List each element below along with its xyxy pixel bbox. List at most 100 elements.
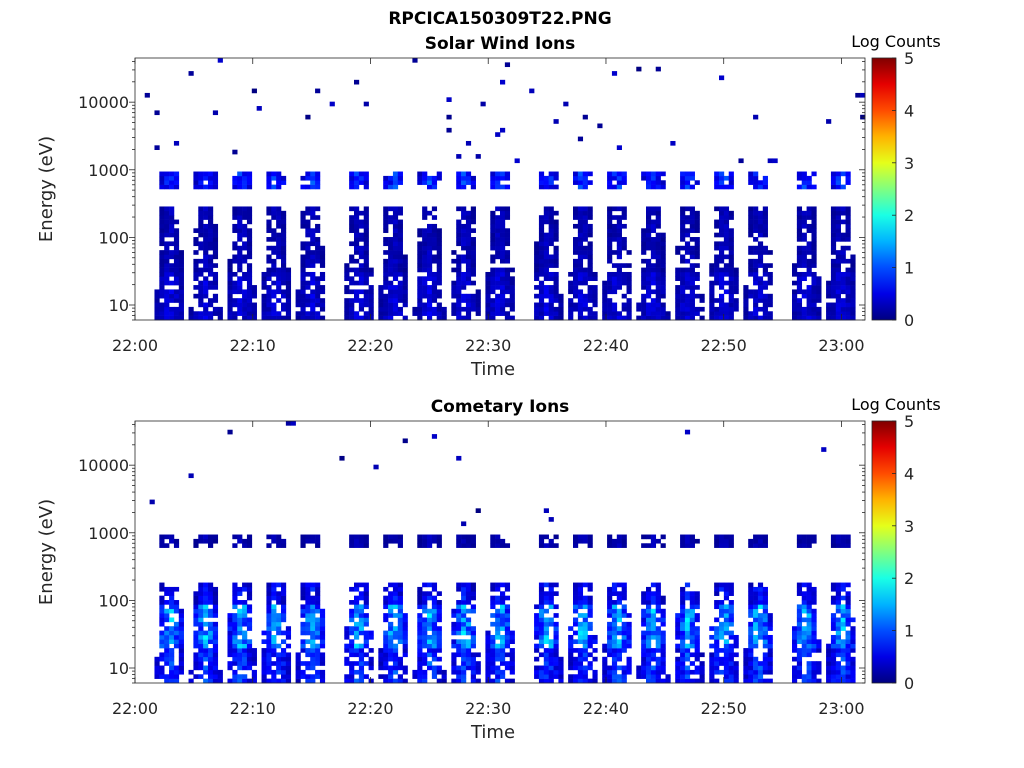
heatmap-cell [397, 285, 403, 290]
heatmap-cell [621, 608, 627, 614]
heatmap-cell [500, 184, 506, 190]
heatmap-cell [548, 604, 554, 610]
heatmap-cell [684, 665, 691, 671]
heatmap-cell [500, 538, 506, 544]
heatmap-cell [762, 543, 768, 548]
heatmap-cell [363, 630, 369, 636]
heatmap-cell [397, 630, 403, 636]
heatmap-cell [315, 643, 321, 649]
heatmap-cell [485, 276, 491, 281]
heatmap-cell [446, 114, 452, 120]
heatmap-cell [602, 665, 608, 671]
heatmap-cell [422, 608, 428, 614]
heatmap-cell [397, 626, 403, 631]
heatmap-cell [281, 586, 287, 592]
heatmap-cell [767, 158, 773, 164]
heatmap-cell [762, 219, 768, 225]
heatmap-cell [835, 634, 841, 640]
heatmap-cell [164, 293, 170, 299]
heatmap-cell [173, 241, 180, 247]
heatmap-cell [767, 271, 773, 277]
heatmap-cell [490, 311, 496, 316]
heatmap-cell [621, 591, 627, 596]
heatmap-cell [446, 97, 452, 102]
heatmap-cell [412, 674, 418, 679]
heatmap-cell [553, 271, 559, 277]
heatmap-cell [748, 674, 754, 679]
heatmap-cell [490, 661, 496, 666]
heatmap-cell [553, 175, 559, 181]
heatmap-cell [164, 608, 170, 614]
heatmap-cell [680, 219, 686, 225]
heatmap-cell [689, 289, 695, 295]
heatmap-cell [573, 258, 579, 264]
heatmap-cell [422, 285, 428, 290]
heatmap-cell [271, 258, 277, 264]
heatmap-cell [495, 534, 501, 540]
heatmap-cell [422, 582, 428, 588]
heatmap-cell [344, 271, 350, 277]
heatmap-cell [154, 656, 160, 662]
heatmap-cell [733, 271, 739, 277]
heatmap-cell [388, 258, 394, 264]
heatmap-cell [675, 267, 681, 273]
heatmap-cell [246, 302, 253, 308]
heatmap-cell [402, 302, 408, 308]
heatmap-cell [310, 215, 316, 220]
heatmap-cell [835, 210, 841, 216]
heatmap-cell [621, 263, 627, 268]
heatmap-cell [835, 652, 841, 658]
heatmap-cell [305, 223, 311, 229]
heatmap-cell [251, 315, 257, 321]
heatmap-cell [626, 306, 632, 312]
heatmap-cell [611, 250, 618, 255]
heatmap-cell [573, 608, 579, 614]
heatmap-cell [684, 267, 691, 273]
heatmap-cell [232, 245, 238, 251]
heatmap-cell [422, 543, 428, 548]
heatmap-cell [256, 106, 262, 111]
heatmap-cell [344, 674, 350, 679]
heatmap-cell [757, 626, 764, 631]
panel-title: Solar Wind Ions [425, 34, 576, 54]
heatmap-cell [383, 175, 389, 181]
heatmap-cell [285, 289, 292, 295]
heatmap-cell [349, 184, 355, 190]
heatmap-cell [534, 643, 540, 649]
heatmap-cell [719, 543, 725, 548]
heatmap-cell [266, 621, 272, 627]
heatmap-cell [607, 586, 613, 592]
heatmap-cell [159, 210, 165, 216]
heatmap-cell [641, 608, 647, 614]
heatmap-cell [368, 656, 374, 662]
heatmap-cell [728, 630, 734, 636]
heatmap-cell [436, 591, 442, 596]
heatmap-cell [728, 180, 734, 185]
heatmap-cell [266, 661, 272, 666]
heatmap-cell [349, 678, 355, 684]
heatmap-cell [568, 626, 574, 631]
heatmap-cell [694, 652, 700, 658]
heatmap-cell [193, 604, 199, 610]
heatmap-cell [358, 175, 365, 181]
heatmap-cell [329, 101, 335, 107]
heatmap-cell [728, 293, 734, 299]
heatmap-cell [295, 293, 301, 299]
heatmap-cell [358, 250, 365, 255]
heatmap-cell [397, 613, 403, 618]
heatmap-cell [796, 315, 803, 321]
heatmap-cell [178, 634, 184, 640]
heatmap-cell [261, 678, 267, 684]
heatmap-cell [543, 595, 549, 601]
heatmap-cell [548, 271, 554, 277]
heatmap-cell [480, 101, 486, 107]
heatmap-cell [709, 298, 715, 303]
heatmap-cell [762, 267, 768, 273]
heatmap-cell [577, 276, 584, 281]
heatmap-cell [753, 223, 759, 229]
heatmap-cell [655, 289, 661, 295]
heatmap-cell [762, 617, 768, 623]
heatmap-cell [616, 206, 622, 212]
heatmap-cell [456, 232, 462, 238]
heatmap-cell [227, 271, 233, 277]
